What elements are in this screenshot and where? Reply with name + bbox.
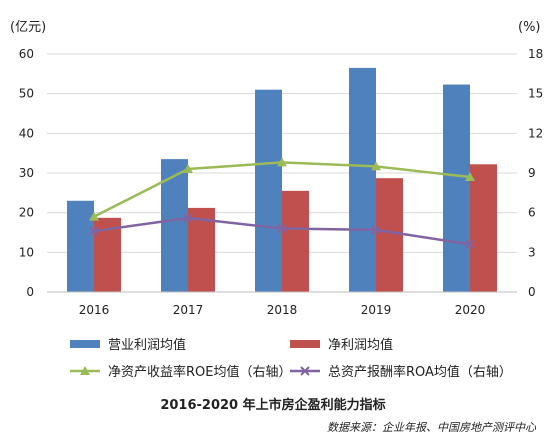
left-axis-unit: (亿元) (10, 20, 46, 35)
x-tick-label: 2016 (79, 303, 110, 317)
legend-marker (80, 366, 90, 375)
bar-series (67, 67, 497, 292)
x-tick-label: 2020 (455, 303, 486, 317)
y-right-tick-label: 0 (528, 285, 536, 299)
y-right-tick-label: 9 (528, 166, 536, 180)
line-point (465, 171, 475, 181)
legend-marker (300, 366, 310, 376)
legend-label: 总资产报酬率ROA均值（右轴） (328, 364, 512, 380)
y-left-tick-label: 60 (19, 47, 34, 61)
y-left-tick-label: 10 (19, 245, 34, 259)
line-point (465, 239, 475, 250)
bar (67, 200, 94, 292)
bar (349, 67, 376, 292)
line-point (371, 225, 381, 235)
axes: 0 0 10 3 20 6 30 9 40 12 50 15 60 18 2016 2017 2018 2019 2… (19, 47, 544, 317)
legend-label: 净资产收益率ROE均值（右轴） (108, 364, 291, 380)
y-left-tick-label: 50 (19, 87, 34, 101)
line-point (89, 226, 99, 236)
bar (282, 190, 309, 292)
y-left-tick-label: 40 (19, 126, 34, 140)
y-left-tick-label: 0 (26, 285, 34, 299)
line-series (89, 157, 475, 250)
y-left-tick-label: 30 (19, 166, 34, 180)
y-right-tick-label: 6 (528, 206, 536, 220)
line-point (371, 161, 381, 171)
legend-label: 营业利润均值 (108, 337, 186, 353)
line-point (183, 213, 193, 223)
line-point (277, 223, 287, 234)
legend-swatch (70, 340, 100, 348)
y-right-tick-label: 12 (528, 126, 543, 140)
y-right-tick-label: 18 (528, 47, 543, 61)
data-source: 数据来源：企业年报、中国房地产测评中心 (327, 421, 537, 434)
legend-swatch (290, 340, 320, 348)
line-point (89, 211, 99, 221)
right-axis-unit: (%) (518, 20, 541, 35)
bar (376, 178, 403, 292)
chart-title: 2016-2020 年上市房企盈利能力指标 (160, 397, 385, 413)
x-tick-label: 2019 (361, 303, 392, 317)
y-left-tick-label: 20 (19, 206, 34, 220)
x-tick-label: 2017 (173, 303, 204, 317)
x-tick-label: 2018 (267, 303, 298, 317)
bar (443, 84, 470, 292)
legend-label: 净利润均值 (328, 337, 393, 353)
bar (255, 89, 282, 292)
bar (470, 164, 497, 292)
line-point (183, 164, 193, 174)
line-point (277, 157, 287, 167)
y-right-tick-label: 3 (528, 245, 536, 259)
bar (161, 159, 188, 292)
y-right-tick-label: 15 (528, 87, 543, 101)
bar (188, 207, 215, 292)
